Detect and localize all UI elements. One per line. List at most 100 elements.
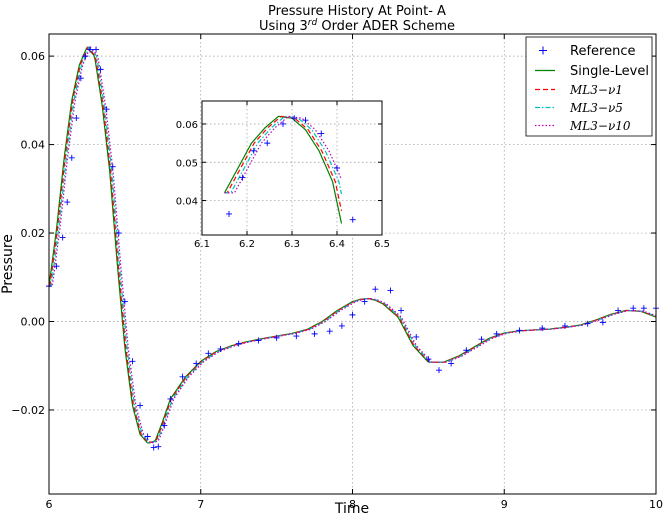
main-reference-point-8	[86, 46, 93, 53]
main-reference-point-25	[217, 345, 224, 352]
inset-reference-point-3	[264, 140, 271, 147]
inset-reference-point-1	[239, 174, 246, 181]
main-reference-point-45	[516, 327, 523, 334]
main-series-line-4	[49, 46, 657, 444]
main-reference-point-5	[73, 115, 80, 122]
main-reference-point-34	[361, 298, 368, 305]
legend-swatch-reference	[539, 46, 547, 55]
inset-xtick-label-1: 6.2	[239, 239, 255, 250]
inset-reference-point-6	[302, 117, 309, 124]
chart-title-line2-sup: rd	[308, 18, 318, 28]
legend-item-ml3-nu1: ML3−ν1	[535, 83, 623, 97]
main-reference-point-24	[205, 350, 212, 357]
inset-reference-point-8	[334, 165, 340, 171]
main-reference-point-46	[539, 325, 546, 332]
inset-series-line-3	[224, 115, 343, 195]
main-reference-point-19	[155, 443, 162, 450]
inset-ticks: 6.1 6.2 6.3 6.4 6.5 0.04 0.05 0.06	[176, 101, 390, 250]
main-reference-point-20	[161, 422, 168, 429]
x-axis-label: Time	[334, 501, 369, 517]
main-reference-point-15	[129, 358, 136, 365]
inset-reference-point-4	[280, 120, 286, 127]
main-reference-point-2	[59, 234, 66, 241]
chart-title-line1: Pressure History At Point- A	[268, 4, 446, 19]
main-reference-point-44	[493, 330, 500, 337]
main-reference-point-50	[615, 307, 622, 314]
chart-title-line2-post: Order ADER Scheme	[317, 19, 455, 34]
legend-label-ml3-nu10: ML3−ν10	[569, 119, 631, 133]
inset-series-line-4	[224, 115, 343, 194]
main-reference-point-10	[97, 66, 104, 73]
main-reference-point-29	[293, 333, 300, 340]
main-reference-markers	[46, 46, 659, 451]
main-ytick-label-3: 0.04	[21, 139, 46, 152]
main-reference-point-30	[311, 330, 318, 337]
inset-xtick-label-3: 6.4	[329, 239, 345, 250]
main-ytick-label-1: 0.00	[21, 316, 46, 329]
main-reference-point-12	[109, 163, 116, 170]
inset-ytick-label-2: 0.06	[176, 120, 198, 131]
main-xtick-label-1: 7	[197, 498, 204, 511]
inset-reference-point-9	[349, 216, 356, 223]
inset-xtick-label-4: 6.5	[374, 239, 390, 250]
main-reference-point-1	[53, 263, 60, 270]
main-xtick-label-2: 8	[349, 498, 356, 511]
main-curves	[48, 46, 657, 444]
inset-background	[202, 101, 382, 235]
main-ytick-label-2: 0.02	[21, 227, 46, 240]
main-reference-point-51	[630, 305, 637, 312]
main-reference-point-21	[167, 395, 174, 402]
main-reference-point-23	[193, 360, 200, 367]
main-reference-point-39	[425, 356, 432, 363]
main-reference-point-7	[82, 53, 89, 60]
main-reference-point-27	[255, 337, 262, 344]
main-reference-point-32	[338, 322, 345, 329]
inset-reference-point-0	[226, 210, 232, 217]
main-xtick-label-0: 6	[46, 498, 53, 511]
inset-curves	[223, 115, 343, 224]
main-reference-point-13	[115, 230, 122, 237]
legend-box	[525, 36, 653, 137]
inset-reference-point-5	[291, 115, 298, 122]
main-reference-point-33	[349, 311, 356, 318]
legend-label-ml3-nu5: ML3−ν5	[569, 101, 623, 115]
main-reference-point-9	[93, 46, 100, 53]
main-reference-point-37	[398, 307, 405, 314]
main-reference-point-3	[64, 199, 71, 206]
main-reference-point-47	[561, 322, 568, 329]
main-reference-point-48	[584, 320, 591, 327]
main-reference-point-38	[413, 333, 420, 340]
main-reference-point-18	[150, 444, 157, 451]
main-reference-point-6	[77, 75, 84, 82]
main-reference-point-22	[179, 373, 186, 380]
main-reference-point-41	[448, 360, 455, 367]
legend-label-ml3-nu1: ML3−ν1	[569, 83, 623, 97]
y-axis-label: Pressure	[0, 234, 16, 294]
inset-ytick-label-1: 0.05	[176, 158, 198, 169]
chart-title-line2: Using 3rd Order ADER Scheme	[259, 18, 455, 34]
main-reference-point-35	[372, 286, 379, 293]
main-ytick-label-4: 0.06	[21, 50, 46, 63]
main-reference-point-42	[463, 347, 470, 354]
main-reference-point-43	[478, 336, 485, 343]
main-reference-point-26	[235, 340, 242, 347]
inset-reference-point-2	[250, 147, 257, 154]
inset-series-line-2	[224, 115, 343, 212]
inset-reference-markers	[226, 115, 356, 223]
legend: Reference Single-Level ML3−ν1 ML3−ν5 ML3…	[525, 36, 653, 137]
legend-item-ml3-nu10: ML3−ν10	[535, 119, 631, 133]
main-reference-point-11	[103, 106, 110, 113]
main-reference-point-31	[326, 328, 333, 335]
main-reference-point-4	[68, 154, 75, 161]
chart-title-line2-pre: Using 3	[259, 19, 308, 34]
main-xtick-label-3: 9	[501, 498, 508, 511]
legend-label-single-level: Single-Level	[570, 64, 649, 79]
main-ticks: 6 7 8 9 10 −0.02 0.00 0.02 0.04 0.06	[11, 34, 663, 511]
inset-reference-point-7	[318, 130, 325, 137]
inset-xtick-label-0: 6.1	[194, 239, 210, 250]
main-reference-point-52	[640, 305, 647, 312]
main-reference-point-16	[137, 402, 144, 409]
main-reference-point-36	[387, 287, 394, 294]
main-xtick-label-4: 10	[649, 498, 663, 511]
